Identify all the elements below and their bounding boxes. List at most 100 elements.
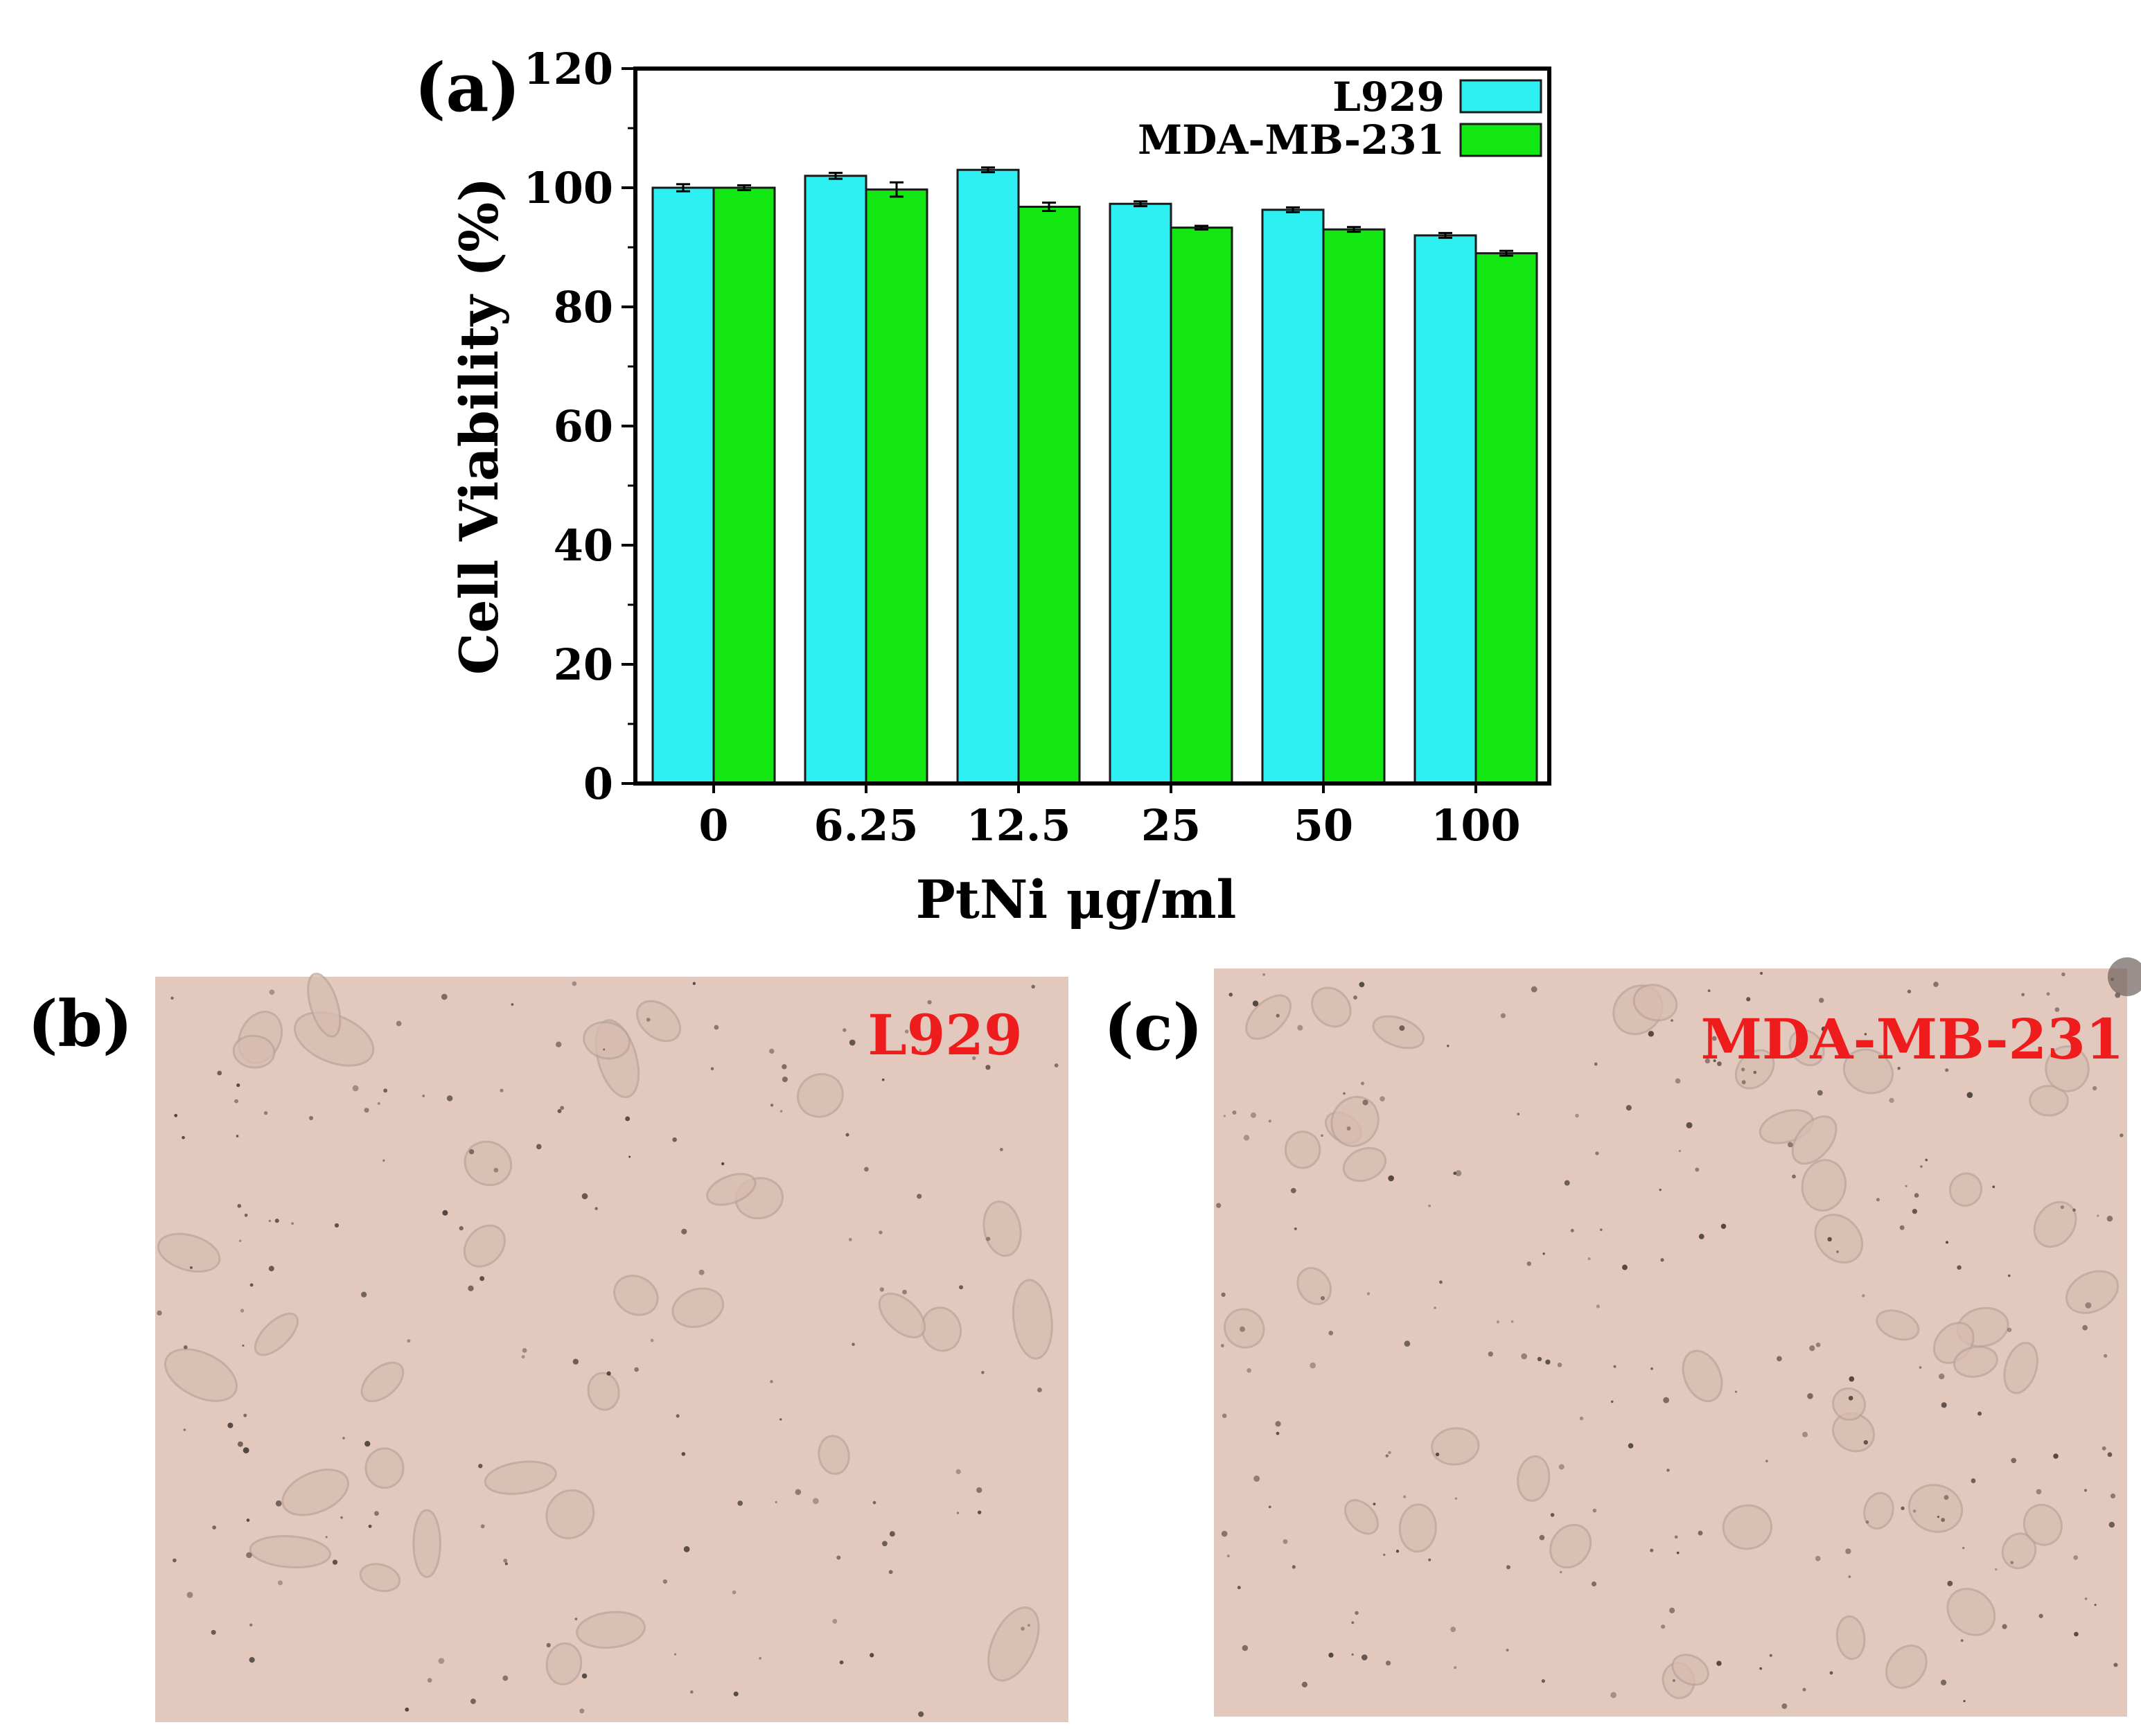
particle [1220, 1344, 1224, 1347]
particle [1803, 1037, 1808, 1041]
particle [237, 1203, 242, 1208]
error-bar-l929-100 [1438, 231, 1452, 239]
particle [1399, 1025, 1405, 1031]
cell [463, 1224, 506, 1268]
particle [1809, 1345, 1815, 1352]
particle [1541, 1679, 1545, 1683]
particle [710, 1067, 714, 1071]
error-bar-mda-12.5 [1042, 202, 1056, 213]
particle [917, 1194, 922, 1199]
particle [1500, 1013, 1506, 1018]
particle [249, 1623, 253, 1627]
cell [545, 1642, 583, 1685]
particle [536, 1144, 542, 1150]
legend: L929 MDA-MB-231 [1138, 73, 1542, 163]
particle [836, 1555, 841, 1560]
particle [1355, 1611, 1359, 1615]
particle [249, 1656, 255, 1663]
particle [1777, 1356, 1782, 1362]
particle [1283, 1539, 1288, 1544]
particle [1276, 1431, 1280, 1435]
panel-c: (c) MDA-MB-231 [1104, 957, 2141, 1717]
particle [845, 1133, 849, 1137]
micrograph-label-l929: L929 [867, 1002, 1022, 1068]
x-tick-label: 25 [1141, 800, 1201, 851]
particle [275, 1500, 282, 1507]
particle [1252, 1000, 1259, 1007]
particle [1971, 1478, 1976, 1483]
y-axis-title: Cell Viability (%) [448, 177, 510, 675]
particle [2097, 1214, 2099, 1217]
particle [1819, 998, 1824, 1003]
particle [981, 1370, 985, 1374]
particle [714, 1025, 719, 1030]
particle [1674, 1535, 1678, 1539]
particle [2002, 1624, 2007, 1629]
cell [576, 1611, 646, 1649]
x-tick-label: 12.5 [966, 800, 1070, 851]
particle [1221, 1530, 1228, 1537]
particle [1905, 1185, 1907, 1187]
particle [2084, 1597, 2088, 1600]
particle [1454, 1666, 1457, 1669]
particle [1734, 1390, 1738, 1393]
particle [919, 1049, 922, 1052]
particle [1815, 1342, 1821, 1347]
particle [1648, 1031, 1655, 1037]
particle [1807, 1393, 1813, 1399]
particle [1564, 1180, 1570, 1186]
particle [1537, 1356, 1542, 1362]
particle [779, 1418, 782, 1421]
particle [733, 1691, 739, 1697]
plot-frame [633, 67, 1551, 786]
particle [1262, 973, 1265, 976]
particle [986, 1237, 991, 1241]
particle [1815, 1555, 1821, 1561]
particle [1385, 1660, 1391, 1666]
particle [502, 1675, 509, 1681]
particle [1827, 1237, 1832, 1242]
particle [1610, 1692, 1617, 1699]
particle [1698, 1234, 1704, 1239]
particle [2007, 1327, 2012, 1332]
cell [987, 1606, 1040, 1682]
cell [671, 1287, 725, 1328]
error-bar-l929-25 [1134, 200, 1147, 208]
particle [1226, 1555, 1230, 1558]
particles [157, 981, 1059, 1717]
particle [478, 1464, 483, 1469]
particle [332, 1559, 338, 1565]
cell [636, 1000, 682, 1043]
particle [574, 1618, 578, 1620]
particle [646, 1018, 651, 1022]
particle [1328, 1652, 1334, 1658]
particle [879, 1287, 884, 1292]
cell [1398, 1503, 1437, 1553]
particle [1542, 1252, 1545, 1255]
cell [254, 1312, 299, 1356]
particle [1250, 1112, 1256, 1118]
cell [307, 973, 342, 1038]
cell [1682, 1349, 1723, 1403]
particle [1962, 1547, 1965, 1550]
cell [360, 1361, 405, 1403]
particle [879, 1230, 883, 1234]
particle [902, 1289, 907, 1295]
particle [557, 1109, 562, 1113]
y-tick-label: 80 [554, 282, 613, 333]
particle [238, 1239, 242, 1242]
particle [211, 1629, 216, 1635]
particle [1686, 1122, 1693, 1128]
particle [625, 1116, 631, 1122]
particle [1388, 1451, 1391, 1455]
particle [1760, 971, 1763, 975]
particle [309, 1116, 314, 1121]
particle [468, 1149, 475, 1155]
y-tick-label: 60 [554, 401, 613, 452]
particle [1947, 1580, 1953, 1586]
particle [1669, 1607, 1675, 1613]
particle [2102, 1446, 2106, 1451]
particle [1995, 1568, 1998, 1571]
particle [1863, 1440, 1868, 1445]
